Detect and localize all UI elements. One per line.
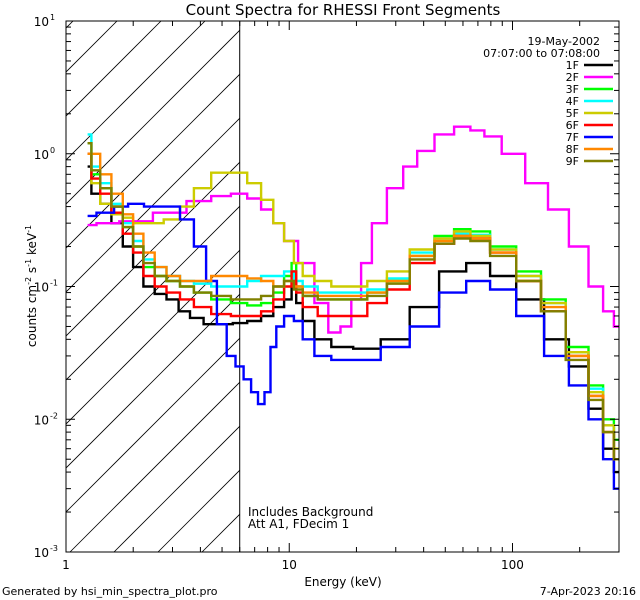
hatch-line [66,293,240,469]
y-axis-label: counts cm-2 s-1 keV-1 [24,225,39,347]
hatch-line [69,381,240,552]
y-tick-label: 10 [34,546,49,560]
legend-label-8F: 8F [566,143,579,156]
y-tick-label: 10 [34,413,49,427]
x-axis-label: Energy (keV) [304,575,381,589]
hatch-line [66,117,240,293]
x-tick-label: 10 [282,558,297,572]
legend-label-7F: 7F [566,131,579,144]
y-tick-label: 10 [34,15,49,29]
hatch-line [66,249,240,425]
y-tick-exponent: -1 [50,279,58,288]
hatched-region [0,0,640,552]
legend-label-2F: 2F [566,71,579,84]
x-tick-label: 100 [501,558,524,572]
series-9F [87,142,619,461]
y-tick-label: 10 [34,281,49,295]
y-tick-exponent: -2 [50,411,58,420]
series-6F [87,152,619,461]
series-5F [87,152,619,450]
series-2F [87,125,619,334]
legend-label-6F: 6F [566,119,579,132]
series-8F [87,152,619,461]
hatch-line [66,337,240,513]
chart-title: Count Spectra for RHESSI Front Segments [186,1,501,19]
timestamp-label: 7-Apr-2023 20:16 [540,585,636,598]
date-label: 19-May-2002 [528,35,600,48]
legend-label-5F: 5F [566,107,579,120]
x-tick-label: 1 [62,558,70,572]
annotation-attenuator: Att A1, FDecim 1 [248,517,349,531]
legend-label-4F: 4F [566,95,579,108]
y-tick-label: 10 [34,148,49,162]
time-range-label: 07:07:00 to 07:08:00 [483,47,600,60]
y-tick-exponent: 1 [50,13,55,22]
hatch-line [0,0,110,552]
series-7F [87,202,619,490]
generated-by-label: Generated by hsi_min_spectra_plot.pro [2,585,218,598]
y-tick-exponent: -3 [50,544,58,553]
legend-label-3F: 3F [566,83,579,96]
annotation-background: Includes Background [248,505,373,519]
hatch-line [0,0,154,552]
hatch-line [334,0,640,552]
hatch-line [66,29,240,205]
legend-label-1F: 1F [566,59,579,72]
legend-label-9F: 9F [566,155,579,168]
hatch-line [113,425,240,552]
y-tick-exponent: 0 [50,146,55,155]
